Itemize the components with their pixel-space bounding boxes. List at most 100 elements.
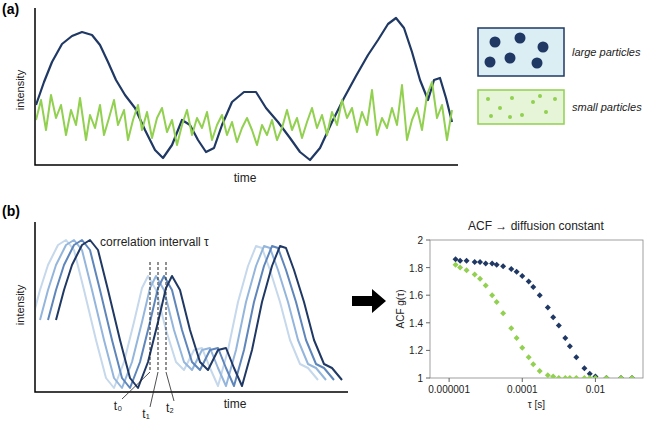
x-tick bbox=[595, 378, 596, 382]
particle bbox=[538, 42, 549, 53]
data-point bbox=[587, 375, 593, 378]
data-point bbox=[526, 278, 532, 284]
data-point bbox=[629, 375, 635, 378]
data-point bbox=[545, 305, 551, 311]
data-point bbox=[618, 375, 624, 378]
panel-label: (b) bbox=[2, 203, 20, 219]
leader-line bbox=[122, 372, 150, 399]
data-point bbox=[537, 368, 543, 374]
data-point bbox=[567, 375, 573, 378]
legend-label: small particles bbox=[572, 101, 642, 113]
data-point bbox=[477, 276, 483, 282]
data-point bbox=[472, 272, 478, 278]
time-point-label: t₀ bbox=[114, 399, 122, 413]
y-tick bbox=[426, 240, 430, 241]
data-point bbox=[494, 299, 500, 305]
x-tick-label: 0.000001 bbox=[428, 384, 470, 395]
y-tick-label: 1.4 bbox=[409, 318, 423, 329]
particle bbox=[532, 58, 543, 69]
traces bbox=[36, 240, 342, 388]
data-point bbox=[457, 265, 463, 271]
axes bbox=[35, 222, 348, 392]
data-point bbox=[500, 263, 506, 269]
y-tick-label: 2 bbox=[417, 235, 423, 246]
data-point bbox=[508, 325, 514, 331]
data-point bbox=[514, 335, 520, 341]
data-point bbox=[537, 292, 543, 298]
time-marker bbox=[150, 262, 151, 372]
y-tick bbox=[426, 350, 430, 351]
data-point bbox=[556, 375, 562, 378]
data-point bbox=[573, 375, 579, 378]
legend-box bbox=[478, 28, 564, 76]
trace-small bbox=[36, 82, 452, 145]
particle bbox=[485, 57, 496, 68]
x-axis-label: τ [s] bbox=[528, 399, 546, 410]
y-tick-label: 1.8 bbox=[409, 263, 423, 274]
data-point bbox=[508, 266, 514, 272]
data-point bbox=[453, 256, 459, 262]
time-marker bbox=[166, 262, 167, 372]
data-point bbox=[472, 259, 478, 265]
data-point bbox=[489, 292, 495, 298]
data-point bbox=[519, 273, 525, 279]
axes bbox=[35, 8, 458, 165]
data-point bbox=[483, 260, 489, 266]
particle bbox=[515, 33, 526, 44]
data-point bbox=[618, 375, 624, 378]
leader-line bbox=[166, 372, 174, 401]
figure: (a)intensitytimelarge particlessmall par… bbox=[0, 0, 650, 423]
y-tick-label: 1 bbox=[417, 373, 423, 384]
data-point bbox=[500, 310, 506, 316]
data-point bbox=[526, 354, 532, 360]
data-point bbox=[514, 269, 520, 275]
y-axis-label: intensity bbox=[14, 284, 26, 325]
time-point-label: t₁ bbox=[142, 407, 149, 421]
chart-title: ACF → diffusion constant bbox=[468, 219, 605, 233]
x-axis-label: time bbox=[224, 397, 247, 411]
x-tick bbox=[449, 378, 450, 382]
y-axis-label: intensity bbox=[14, 69, 26, 110]
particle bbox=[544, 110, 548, 114]
y-tick bbox=[426, 322, 430, 323]
trace-large bbox=[36, 18, 452, 160]
time-point-label: t₂ bbox=[166, 401, 174, 415]
plot-frame bbox=[430, 240, 643, 378]
particle bbox=[553, 97, 557, 101]
data-point bbox=[457, 258, 463, 264]
particle bbox=[498, 106, 502, 110]
data-point bbox=[489, 260, 495, 266]
y-axis-label: ACF g(τ) bbox=[395, 290, 406, 329]
particle bbox=[520, 113, 524, 117]
y-tick-label: 1.6 bbox=[409, 290, 423, 301]
particle bbox=[531, 100, 535, 104]
particle bbox=[490, 37, 501, 48]
data-point bbox=[556, 323, 562, 329]
data-point bbox=[550, 314, 556, 320]
particle bbox=[510, 96, 514, 100]
shifted-trace bbox=[56, 240, 342, 388]
x-axis-label: time bbox=[234, 171, 257, 185]
x-tick-label: 0.0001 bbox=[507, 384, 538, 395]
data-point bbox=[494, 262, 500, 268]
y-tick bbox=[426, 378, 430, 379]
time-marker bbox=[158, 262, 159, 372]
y-tick bbox=[426, 267, 430, 268]
particle bbox=[505, 53, 516, 64]
data-point bbox=[483, 283, 489, 289]
data-point bbox=[545, 372, 551, 378]
particle bbox=[489, 114, 493, 118]
data-point bbox=[629, 375, 635, 378]
particle bbox=[486, 97, 490, 101]
data-point bbox=[453, 262, 459, 268]
data-point bbox=[464, 267, 470, 273]
y-tick-label: 1.2 bbox=[409, 345, 423, 356]
data-point bbox=[464, 258, 470, 264]
data-point bbox=[581, 375, 587, 378]
canvas: (a)intensitytimelarge particlessmall par… bbox=[0, 0, 650, 423]
data-point bbox=[562, 335, 568, 341]
x-tick bbox=[522, 378, 523, 382]
data-point bbox=[477, 259, 483, 265]
arrow bbox=[352, 289, 386, 313]
legend-box bbox=[478, 90, 564, 124]
